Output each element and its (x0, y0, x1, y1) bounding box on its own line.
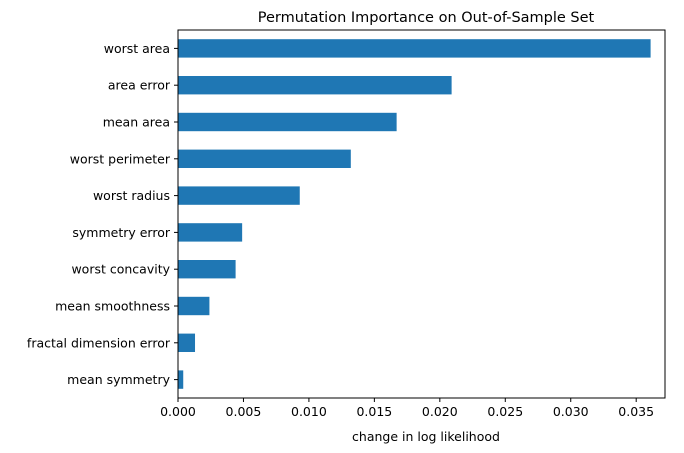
bar (178, 260, 236, 279)
y-tick-label: mean symmetry (67, 372, 170, 387)
bar (178, 333, 196, 352)
bar (178, 186, 300, 205)
x-tick-label: 0.015 (356, 404, 392, 419)
bar (178, 223, 243, 242)
bar (178, 370, 184, 389)
x-axis: 0.000 0.005 0.010 0.015 0.020 0.025 0.030 0.035 (160, 398, 654, 419)
y-tick-label: worst concavity (71, 262, 170, 277)
bar (178, 149, 351, 168)
x-tick-label: 0.035 (618, 404, 654, 419)
plot-frame-rect (177, 29, 666, 399)
bar (178, 39, 651, 58)
bar (178, 112, 397, 132)
y-tick-label: area error (108, 78, 171, 93)
x-tick-label: 0.005 (226, 404, 262, 419)
x-tick-label: 0.030 (553, 404, 589, 419)
y-tick-label: worst area (104, 41, 170, 56)
plot-frame (177, 29, 666, 399)
chart-title: Permutation Importance on Out-of-Sample … (258, 10, 595, 26)
y-tick-label: fractal dimension error (27, 335, 171, 350)
bars (178, 39, 651, 389)
x-tick-label: 0.000 (160, 404, 196, 419)
x-tick-label: 0.020 (422, 404, 458, 419)
y-axis: worst area area error mean area worst perim… (27, 41, 178, 387)
y-tick-label: mean area (103, 115, 170, 130)
bar (178, 296, 210, 316)
y-tick-label: worst radius (93, 188, 170, 203)
x-axis-label: change in log likelihood (352, 429, 500, 444)
bar (178, 76, 452, 95)
y-tick-label: symmetry error (72, 225, 170, 240)
y-tick-label: mean smoothness (55, 299, 170, 314)
x-tick-label: 0.025 (487, 404, 523, 419)
x-tick-label: 0.010 (291, 404, 327, 419)
y-tick-label: worst perimeter (70, 151, 171, 166)
